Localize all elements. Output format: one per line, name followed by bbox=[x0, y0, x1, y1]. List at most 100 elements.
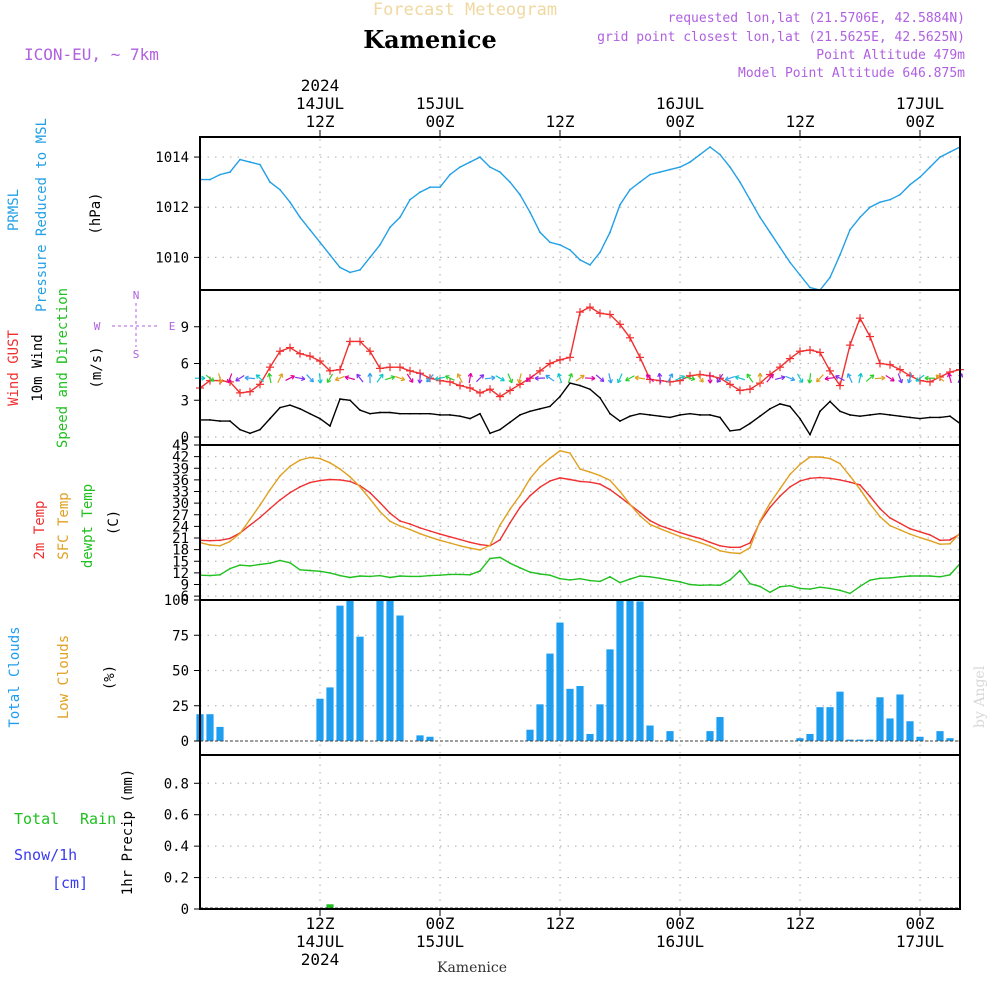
time-label-bottom: 00Z bbox=[666, 914, 695, 933]
data-point bbox=[799, 274, 801, 276]
data-point bbox=[869, 206, 871, 209]
data-point bbox=[359, 269, 361, 271]
compass-e: E bbox=[169, 320, 176, 333]
data-point bbox=[339, 574, 341, 577]
data-point bbox=[669, 528, 671, 530]
compass-s: S bbox=[133, 348, 140, 361]
data-point bbox=[529, 410, 531, 413]
data-point bbox=[879, 507, 881, 510]
data-point bbox=[539, 407, 541, 410]
gust-point bbox=[786, 354, 794, 363]
gust-point bbox=[236, 388, 244, 397]
bar bbox=[546, 653, 554, 741]
bar bbox=[326, 687, 334, 741]
gust-point bbox=[376, 364, 384, 373]
data-point bbox=[839, 589, 841, 592]
data-point bbox=[849, 592, 851, 595]
data-point bbox=[809, 286, 811, 289]
data-point bbox=[939, 575, 941, 578]
y-tick-label: 9 bbox=[181, 578, 189, 594]
axis-label: Total Clouds bbox=[7, 626, 23, 727]
axis-label: dewpt Temp bbox=[80, 484, 96, 568]
data-point bbox=[519, 414, 521, 416]
data-point bbox=[879, 201, 881, 204]
data-point bbox=[579, 259, 581, 261]
bar bbox=[946, 738, 954, 741]
data-point bbox=[549, 241, 551, 244]
y-tick-label: 27 bbox=[172, 508, 189, 524]
data-point bbox=[509, 421, 511, 424]
data-point bbox=[379, 574, 381, 577]
y-tick-label: 21 bbox=[172, 531, 189, 547]
data-point bbox=[729, 546, 731, 549]
bar bbox=[806, 733, 814, 741]
data-point bbox=[289, 561, 291, 564]
gust-point bbox=[626, 333, 634, 342]
data-point bbox=[919, 575, 921, 577]
data-point bbox=[219, 573, 221, 576]
data-point bbox=[899, 193, 901, 196]
gust-point bbox=[856, 314, 864, 323]
data-point bbox=[309, 412, 311, 415]
wind-arrow bbox=[484, 375, 496, 381]
data-point bbox=[359, 409, 361, 411]
data-point bbox=[489, 432, 491, 435]
wind-arrow bbox=[897, 373, 904, 384]
data-point bbox=[809, 477, 811, 480]
data-point bbox=[419, 532, 421, 535]
data-point bbox=[699, 584, 701, 587]
bar bbox=[386, 600, 394, 741]
data-point bbox=[929, 539, 931, 542]
data-point bbox=[419, 575, 421, 578]
y-tick-label: 36 bbox=[172, 473, 189, 489]
data-point bbox=[719, 549, 721, 552]
wind-arrow bbox=[444, 375, 455, 381]
data-point bbox=[279, 188, 281, 191]
data-point bbox=[239, 428, 241, 431]
gust-point bbox=[876, 359, 884, 368]
data-point bbox=[909, 527, 911, 530]
compass-legend: N S W E bbox=[94, 289, 176, 361]
data-point bbox=[829, 477, 831, 480]
data-point bbox=[389, 411, 391, 414]
data-point bbox=[909, 183, 911, 186]
series-line bbox=[200, 382, 961, 437]
data-point bbox=[389, 512, 391, 515]
data-point bbox=[469, 161, 471, 163]
data-point bbox=[299, 568, 301, 571]
gust-point bbox=[386, 363, 394, 372]
y-tick-label: 39 bbox=[172, 461, 189, 477]
data-point bbox=[899, 575, 901, 578]
data-point bbox=[869, 495, 871, 498]
data-point bbox=[709, 541, 711, 544]
data-point bbox=[539, 231, 541, 234]
data-point bbox=[739, 569, 741, 572]
wind-arrow bbox=[874, 375, 886, 381]
gust-point bbox=[246, 387, 254, 396]
y-tick-label: 1014 bbox=[155, 150, 189, 166]
data-point bbox=[609, 412, 611, 415]
time-label-top: 12Z bbox=[786, 112, 815, 131]
bar bbox=[336, 605, 344, 741]
data-point bbox=[439, 533, 441, 536]
wind-arrow bbox=[657, 372, 663, 384]
gust-point bbox=[316, 357, 324, 366]
data-point bbox=[699, 153, 701, 156]
data-point bbox=[679, 535, 681, 538]
data-point bbox=[589, 481, 591, 484]
data-point bbox=[719, 153, 721, 156]
data-point bbox=[849, 414, 851, 416]
data-point bbox=[779, 246, 781, 249]
axis-label: Snow/1h bbox=[14, 846, 77, 864]
data-point bbox=[209, 539, 211, 542]
time-label-bottom: 15JUL bbox=[416, 932, 464, 951]
wind-arrow bbox=[595, 374, 605, 383]
wind-arrow bbox=[426, 374, 434, 383]
wind-arrow bbox=[724, 376, 735, 382]
data-point bbox=[769, 591, 771, 594]
data-point bbox=[649, 523, 651, 526]
time-label-bottom: 17JUL bbox=[896, 932, 944, 951]
data-point bbox=[869, 503, 871, 505]
data-point bbox=[759, 415, 761, 418]
axis-label: SFC Temp bbox=[56, 492, 72, 559]
